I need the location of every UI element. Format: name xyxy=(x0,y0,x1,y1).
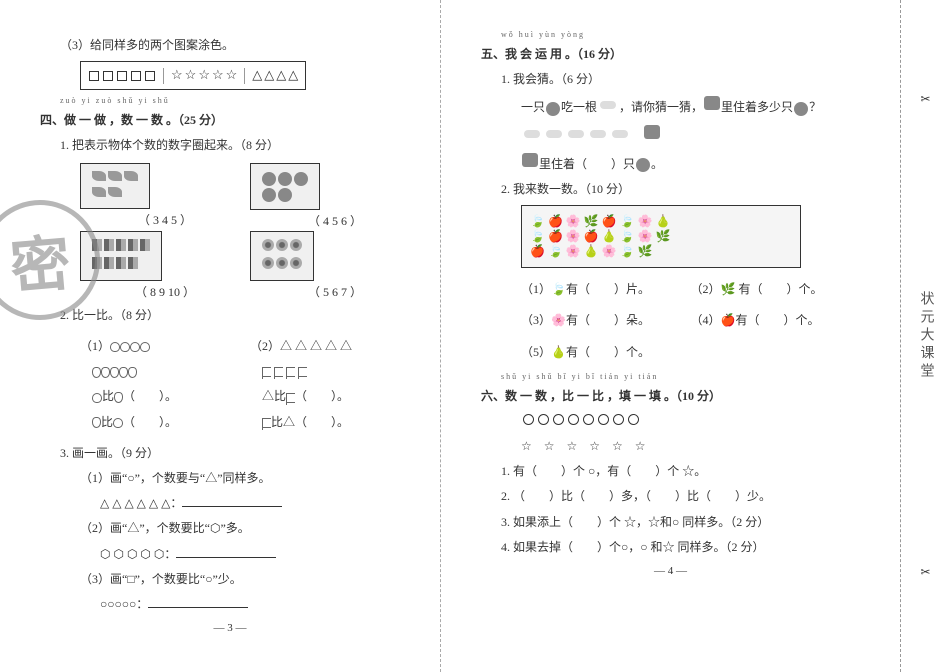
worksheet-page: （3）给同样多的两个图案涂色。 ☆☆☆☆☆ △△△△ zuò yi zuò sh… xyxy=(0,0,900,672)
q3-1-shapes: △ △ △ △ △ △： xyxy=(40,494,420,513)
sec4-title: 四、做 一 做 ，数 一 数 。（25 分） xyxy=(40,111,420,130)
box-d-nums: （ 5 6 7 ） xyxy=(250,283,420,300)
house-icon xyxy=(704,96,720,110)
compare-cols: （1） 比（ ）。 比（ ）。 （2）△ △ △ △ △ △比（ ）。 比△（ … xyxy=(40,331,420,438)
box-a-nums: （ 3 4 5 ） xyxy=(80,211,250,228)
page-num-left: — 3 — xyxy=(40,622,420,634)
stars-row: ☆ ☆ ☆ ☆ ☆ ☆ xyxy=(481,437,860,456)
sidebar-mark-icon: ✂ xyxy=(920,565,930,580)
q3-2-shapes: ⬡ ⬡ ⬡ ⬡ ⬡： xyxy=(40,545,420,564)
cmp2-label: （2）△ △ △ △ △ xyxy=(250,337,420,356)
sec5-title: 五、我 会 运 用 。（16 分） xyxy=(481,45,860,64)
sec6-pinyin: shǔ yi shǔ bǐ yi bǐ tián yi tián xyxy=(501,372,860,381)
sec6-l1: 1. 有（ ）个 ○，有（ ）个 ☆。 xyxy=(481,462,860,481)
sidebar-brand: 状元大课堂 xyxy=(916,291,936,381)
cmp2-ans1: △比（ ）。 xyxy=(250,387,420,406)
house-icon xyxy=(522,153,538,167)
sec4-pinyin: zuò yi zuò shǔ yi shǔ xyxy=(60,96,420,105)
cnt-3: （3）🌸有（ ）朵。 xyxy=(521,311,691,330)
cmp1-ans2: 比（ ）。 xyxy=(80,413,250,432)
q3-2: （2）画“△”，个数要比“⬡”多。 xyxy=(40,519,420,538)
cmp1-label: （1） xyxy=(80,337,250,356)
sec6-title: 六、数 一 数 ，比 一 比 ，填 一 填 。（10 分） xyxy=(481,387,860,406)
cnt-1: （1）🍃有（ ）片。 xyxy=(521,280,691,299)
dog-icon xyxy=(636,158,650,172)
page-num-right: — 4 — xyxy=(481,565,860,577)
sec5-q1: 1. 我会猜。（6 分） xyxy=(481,70,860,89)
count-answers-2: （3）🌸有（ ）朵。 （4）🍎有（ ）个。 xyxy=(481,305,860,336)
sec6-l3: 3. 如果添上（ ）个 ☆，☆和○ 同样多。（2 分） xyxy=(481,513,860,532)
box-b-nums: （ 4 5 6 ） xyxy=(250,212,420,229)
count-answers: （1）🍃有（ ）片。 （2）🌿 有（ ）个。 xyxy=(481,274,860,305)
cmp1-ans1: 比（ ）。 xyxy=(80,387,250,406)
q3-3-shapes: ○○○○○： xyxy=(40,595,420,614)
q3-text: （3）给同样多的两个图案涂色。 xyxy=(40,36,420,55)
q3-1: （1）画“○”，个数要与“△”同样多。 xyxy=(40,469,420,488)
dog-icon xyxy=(546,102,560,116)
sec5-q1-text: 一只吃一根，请你猜一猜，里住着多少只？ xyxy=(481,95,860,117)
sec6-l4: 4. 如果去掉（ ）个○，○ 和☆ 同样多。（2 分） xyxy=(481,538,860,557)
cmp1-row2 xyxy=(80,362,250,381)
leaf-box xyxy=(80,163,150,209)
bones-row xyxy=(481,124,860,146)
bone-icon xyxy=(600,101,616,109)
balloon-box xyxy=(250,163,320,210)
sec5-pinyin: wǒ huì yùn yòng xyxy=(501,30,860,39)
sidebar-mark-icon: ✂ xyxy=(920,92,930,107)
dog-icon xyxy=(794,102,808,116)
right-column: wǒ huì yùn yòng 五、我 会 运 用 。（16 分） 1. 我会猜… xyxy=(440,0,880,672)
fruit-grid: 🍃 🍎 🌸 🌿 🍎 🍃 🌸 🍐 🍃 🍎 🌸 🍎 🍐 🍃 🌸 🌿 🍎 🍃 🌸 🍐 … xyxy=(521,205,801,268)
sec5-q1-ans: 里住着（ ）只。 xyxy=(481,152,860,174)
sec4-q3: 3. 画一画。（9 分） xyxy=(40,444,420,463)
sec6-l2: 2. （ ）比（ ）多，（ ）比（ ）少。 xyxy=(481,487,860,506)
left-column: （3）给同样多的两个图案涂色。 ☆☆☆☆☆ △△△△ zuò yi zuò sh… xyxy=(0,0,440,672)
sec5-q2: 2. 我来数一数。（10 分） xyxy=(481,180,860,199)
circles-row xyxy=(481,412,860,431)
sec4-q2: 2. 比一比。（8 分） xyxy=(40,306,420,325)
cmp2-row2 xyxy=(250,362,420,381)
cnt-2: （2）🌿 有（ ）个。 xyxy=(691,280,861,299)
shape-choice-row: ☆☆☆☆☆ △△△△ xyxy=(40,61,420,90)
box-c-nums: （ 8 9 10 ） xyxy=(80,283,250,300)
cmp2-ans2: 比△（ ）。 xyxy=(250,413,420,432)
cnt-5: （5）🍐有（ ）个。 xyxy=(481,343,860,362)
count-boxes-row1: （ 3 4 5 ） （ 4 5 6 ） xyxy=(40,161,420,229)
binding-sidebar: ✂ 状元大课堂 ✂ xyxy=(900,0,950,672)
q3-3: （3）画“□”，个数要比“○”少。 xyxy=(40,570,420,589)
flower-box xyxy=(250,231,314,281)
sec4-q1: 1. 把表示物体个数的数字圈起来。（8 分） xyxy=(40,136,420,155)
cnt-4: （4）🍎有（ ）个。 xyxy=(691,311,861,330)
